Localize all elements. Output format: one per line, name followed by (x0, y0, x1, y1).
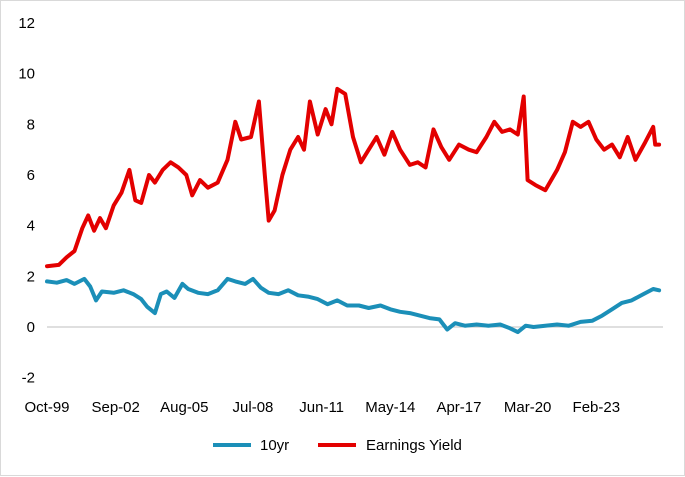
legend-label-earnings-yield: Earnings Yield (366, 437, 462, 454)
x-tick-label: Sep-02 (91, 399, 139, 416)
y-tick-label: 6 (27, 167, 35, 184)
y-tick-label: 8 (27, 116, 35, 133)
y-tick-label: 12 (18, 15, 35, 32)
x-axis-tick-labels: Oct-99 Sep-02 Aug-05 Jul-08 Jun-11 May-14 Apr-… (24, 399, 620, 416)
y-tick-label: 4 (27, 218, 35, 235)
x-tick-label: Jul-08 (233, 399, 274, 416)
y-axis-tick-labels: -2 0 2 4 6 8 10 12 (18, 15, 35, 387)
legend-label-ten-year: 10yr (260, 437, 289, 454)
x-tick-label: Aug-05 (160, 399, 208, 416)
y-tick-label: 10 (18, 66, 35, 83)
series-line-ten-year (45, 276, 662, 335)
legend: 10yr Earnings Yield (213, 437, 462, 454)
x-tick-label: Jun-11 (299, 399, 344, 416)
x-tick-label: Apr-17 (436, 399, 481, 416)
x-tick-label: Oct-99 (24, 399, 69, 416)
y-tick-label: 0 (27, 319, 35, 336)
y-tick-label: 2 (27, 268, 35, 285)
series-line-earnings-yield (45, 86, 662, 269)
x-tick-label: Feb-23 (573, 399, 621, 416)
x-tick-label: Mar-20 (504, 399, 552, 416)
y-tick-label: -2 (22, 370, 35, 387)
x-tick-label: May-14 (365, 399, 415, 416)
series-lines (45, 86, 662, 335)
